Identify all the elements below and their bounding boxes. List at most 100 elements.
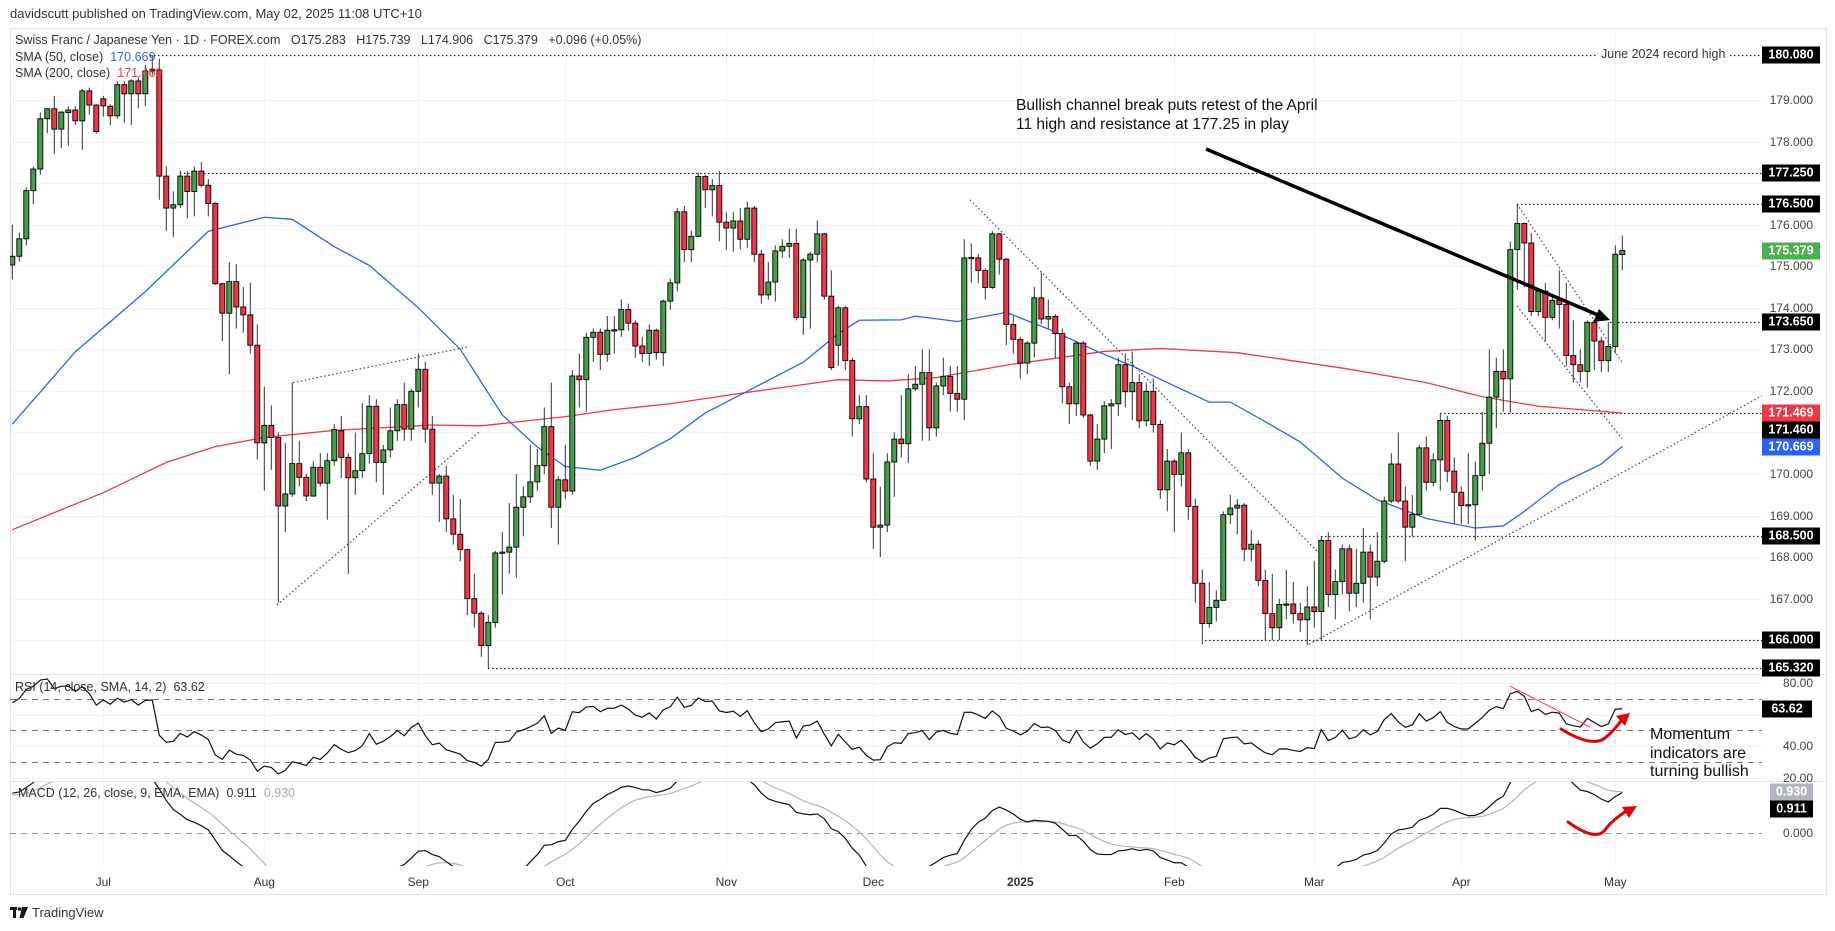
- candle: [408, 388, 415, 441]
- candle-body: [961, 257, 968, 400]
- arrow-shaft: [1205, 147, 1599, 317]
- rsi-legend[interactable]: RSI (14, close, SMA, 14, 2) 63.62: [15, 680, 212, 694]
- candle: [352, 432, 359, 495]
- candle: [1241, 503, 1248, 562]
- candle-body: [352, 470, 359, 479]
- candle-body: [975, 257, 982, 271]
- candle: [1052, 314, 1059, 358]
- candle: [1367, 544, 1374, 620]
- candle-body: [1416, 447, 1423, 515]
- tradingview-logo[interactable]: TradingView: [10, 905, 104, 920]
- candle-body: [1178, 452, 1185, 475]
- candle-body: [37, 118, 44, 170]
- candle: [688, 230, 695, 263]
- candle-body: [814, 233, 821, 255]
- candle: [1248, 530, 1255, 562]
- candle: [1262, 569, 1269, 641]
- candle-body: [1255, 543, 1262, 581]
- candle-body: [1031, 297, 1038, 344]
- candle-body: [100, 98, 107, 107]
- candle: [1360, 528, 1367, 603]
- candle-body: [1451, 470, 1458, 493]
- candle: [1143, 382, 1150, 427]
- candle-body: [646, 329, 653, 354]
- symbol-title[interactable]: Swiss Franc / Japanese Yen · 1D · FOREX.…: [15, 33, 281, 47]
- candle-body: [793, 242, 800, 318]
- macd-legend[interactable]: MACD (12, 26, close, 9, EMA, EMA) 0.911 0.…: [18, 786, 302, 800]
- rsi-label: RSI (14, close, SMA, 14, 2): [15, 680, 167, 694]
- candle: [121, 81, 128, 123]
- candle: [1164, 449, 1171, 512]
- candle: [499, 532, 506, 595]
- candle: [177, 170, 184, 209]
- candle-body: [1430, 459, 1437, 483]
- price-pane: [10, 54, 1762, 670]
- candle: [149, 55, 156, 76]
- candle: [1402, 486, 1409, 562]
- candle: [443, 465, 450, 533]
- price-axis-tick: 173.000: [1769, 342, 1813, 357]
- candle: [44, 108, 51, 134]
- candle-body: [1045, 316, 1052, 320]
- candle-body: [170, 204, 177, 209]
- candle-body: [653, 329, 660, 354]
- candle: [1010, 316, 1017, 354]
- candle-body: [1003, 258, 1010, 325]
- candle-body: [1059, 333, 1066, 388]
- candle-body: [1143, 390, 1150, 422]
- candle: [1318, 536, 1325, 641]
- candle: [849, 357, 856, 437]
- candle: [562, 444, 569, 499]
- sma50-value: 170.669: [110, 50, 156, 64]
- candle-body: [1318, 540, 1325, 612]
- candle: [982, 268, 989, 300]
- time-axis-label: Apr: [1451, 875, 1471, 889]
- candle: [310, 461, 317, 497]
- candle: [1493, 357, 1500, 429]
- candle-body: [555, 479, 562, 508]
- candle: [611, 316, 618, 354]
- candle: [1479, 411, 1486, 491]
- candle: [1290, 582, 1297, 624]
- candle: [1325, 532, 1332, 607]
- sma200-legend[interactable]: SMA (200, close) 171.469: [15, 66, 169, 80]
- candle: [1528, 233, 1535, 317]
- candle-body: [485, 621, 492, 647]
- candle-body: [842, 307, 849, 362]
- candle-body: [758, 253, 765, 296]
- candle: [492, 550, 499, 628]
- candle: [1066, 382, 1073, 425]
- candle-body: [1521, 223, 1528, 244]
- candle-body: [1241, 504, 1248, 550]
- candle-body: [835, 307, 842, 346]
- candle: [590, 328, 597, 362]
- candle: [723, 212, 730, 250]
- candle-body: [23, 190, 30, 240]
- candle-body: [821, 233, 828, 297]
- candle-body: [1122, 364, 1129, 393]
- sma50-legend[interactable]: SMA (50, close) 170.669: [15, 50, 162, 64]
- candle-body: [513, 506, 520, 548]
- candle-body: [1381, 500, 1388, 562]
- candle-body: [1570, 355, 1577, 366]
- ascending-support-trendline: [1308, 395, 1762, 645]
- candle-body: [226, 281, 233, 314]
- candle-body: [863, 406, 870, 480]
- candle-body: [751, 207, 758, 255]
- candle: [100, 95, 107, 117]
- candle: [1220, 511, 1227, 601]
- candle-body: [1332, 581, 1339, 595]
- candle-body: [191, 170, 198, 192]
- candle-body: [1486, 396, 1493, 444]
- candle: [1451, 457, 1458, 524]
- candle-body: [1164, 460, 1171, 491]
- candle-body: [1115, 364, 1122, 405]
- price-axis-tick: 167.000: [1769, 591, 1813, 606]
- candle: [779, 239, 786, 258]
- candle: [275, 432, 282, 603]
- rsi-line: [11, 678, 1623, 775]
- candle-body: [562, 479, 569, 492]
- candle: [793, 228, 800, 321]
- price-level-label: 171.469: [1762, 404, 1820, 422]
